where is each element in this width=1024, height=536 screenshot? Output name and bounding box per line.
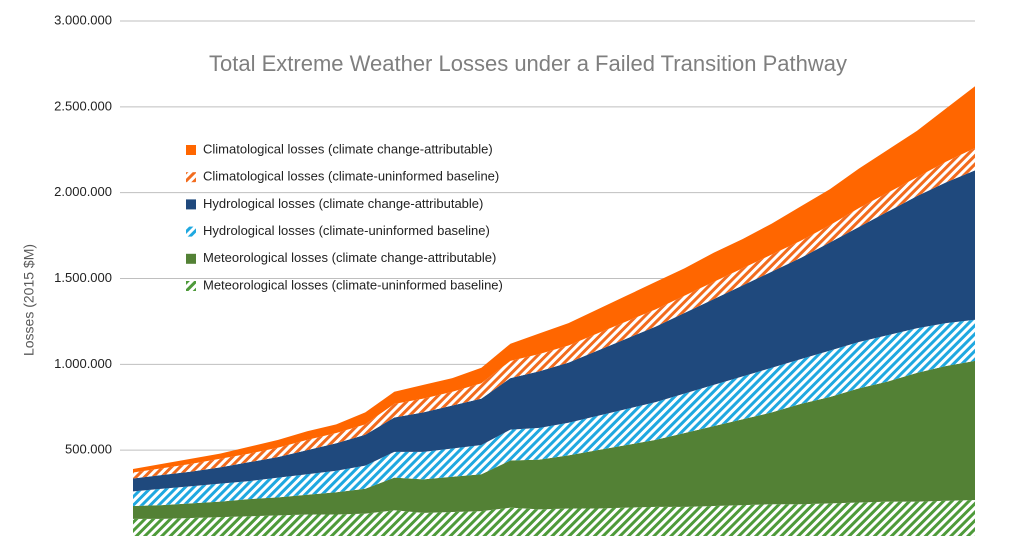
legend-marker <box>186 145 196 155</box>
chart-title: Total Extreme Weather Losses under a Fai… <box>209 51 847 76</box>
legend-label: Climatological losses (climate-uninforme… <box>203 169 499 184</box>
y-tick-label: 500.000 <box>65 442 112 457</box>
y-axis-label: Losses (2015 $M) <box>21 244 37 356</box>
legend-marker <box>186 199 196 210</box>
legend-marker <box>186 226 196 237</box>
legend-label: Hydrological losses (climate-uninformed … <box>203 223 490 238</box>
area <box>133 499 975 536</box>
legend-marker <box>186 172 196 183</box>
legend-label: Climatological losses (climate change-at… <box>203 141 493 156</box>
y-tick-label: 2.500.000 <box>54 98 112 113</box>
legend-label: Meteorological losses (climate change-at… <box>203 250 496 265</box>
legend-label: Meteorological losses (climate-uninforme… <box>203 277 503 292</box>
area <box>133 170 975 492</box>
y-tick-label: 1.000.000 <box>54 356 112 371</box>
y-tick-label: 1.500.000 <box>54 270 112 285</box>
area <box>133 319 975 506</box>
legend-label: Hydrological losses (climate change-attr… <box>203 196 483 211</box>
legend-marker <box>186 281 196 291</box>
y-tick-label: 3.000.000 <box>54 12 112 27</box>
area <box>133 360 975 519</box>
legend-marker <box>186 253 196 264</box>
y-tick-label: 2.000.000 <box>54 184 112 199</box>
